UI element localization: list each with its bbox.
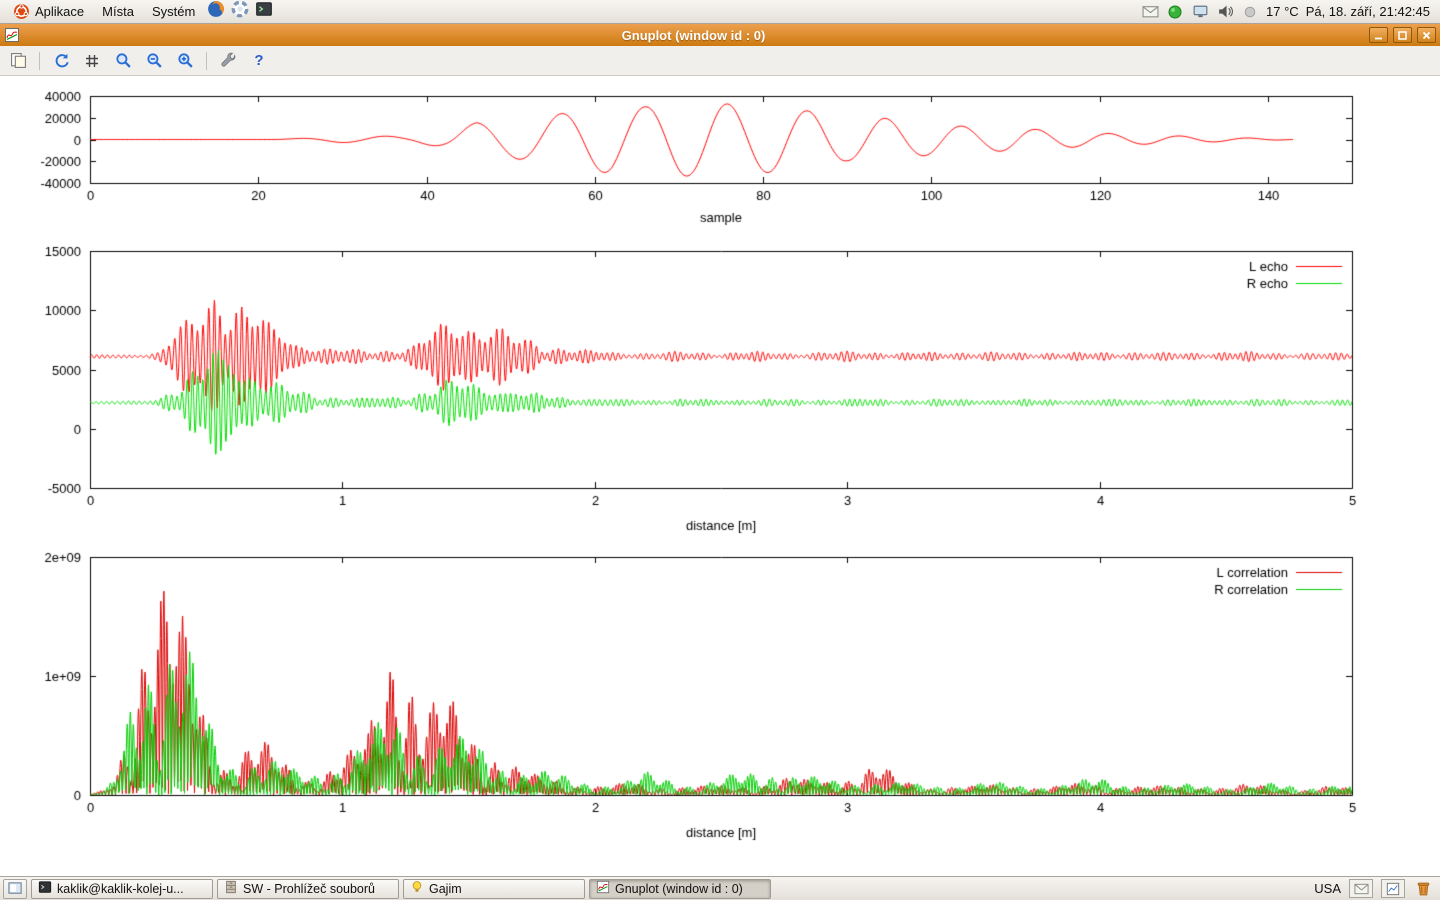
terminal-launcher[interactable] bbox=[253, 0, 275, 24]
volume-icon[interactable] bbox=[1216, 3, 1234, 21]
file-manager-icon bbox=[224, 880, 238, 897]
toolbar-separator bbox=[39, 51, 40, 70]
display-icon[interactable] bbox=[1191, 3, 1209, 21]
copy-to-clipboard-button[interactable] bbox=[6, 49, 30, 73]
places-menu-label: Místa bbox=[102, 4, 134, 19]
zoom-previous-button[interactable] bbox=[142, 49, 166, 73]
titlebar[interactable]: Gnuplot (window id : 0) bbox=[0, 24, 1440, 46]
status-icon[interactable] bbox=[1166, 3, 1184, 21]
terminal-icon bbox=[38, 880, 52, 897]
close-button[interactable] bbox=[1417, 27, 1436, 43]
mail-applet-icon bbox=[1353, 883, 1369, 894]
temperature-indicator[interactable]: 17 °C bbox=[1266, 4, 1299, 19]
weather-icon[interactable] bbox=[1241, 3, 1259, 21]
task-label: Gajim bbox=[429, 881, 462, 896]
firefox-launcher[interactable] bbox=[205, 0, 227, 24]
task-terminal[interactable]: kaklik@kaklik-kolej-u... bbox=[31, 878, 213, 899]
mail-applet[interactable] bbox=[1349, 879, 1373, 898]
task-label: kaklik@kaklik-kolej-u... bbox=[57, 881, 184, 896]
configure-button[interactable] bbox=[216, 49, 240, 73]
zoom-next-button[interactable] bbox=[173, 49, 197, 73]
gajim-icon bbox=[410, 880, 424, 897]
taskbar-right: USA bbox=[1314, 879, 1437, 899]
help-button-label: ? bbox=[254, 52, 264, 69]
system-menu[interactable]: Systém bbox=[144, 0, 203, 24]
places-menu[interactable]: Místa bbox=[94, 0, 142, 24]
help-button[interactable]: ? bbox=[247, 49, 271, 73]
trash-icon[interactable] bbox=[1413, 879, 1433, 899]
maximize-button[interactable] bbox=[1393, 27, 1412, 43]
help-launcher[interactable] bbox=[229, 0, 251, 24]
toggle-grid-button[interactable] bbox=[80, 49, 104, 73]
clock[interactable]: Pá, 18. září, 21:42:45 bbox=[1305, 4, 1430, 19]
gnuplot-icon bbox=[596, 880, 610, 897]
task-label: SW - Prohlížeč souborů bbox=[243, 881, 375, 896]
task-label: Gnuplot (window id : 0) bbox=[615, 881, 743, 896]
applications-menu-label: Aplikace bbox=[35, 4, 85, 19]
applications-menu[interactable]: Aplikace bbox=[4, 0, 92, 24]
system-menu-label: Systém bbox=[151, 4, 196, 19]
help-icon bbox=[231, 0, 249, 23]
firefox-icon bbox=[207, 0, 225, 23]
replot-button[interactable] bbox=[49, 49, 73, 73]
zoom-button[interactable] bbox=[111, 49, 135, 73]
minimize-button[interactable] bbox=[1369, 27, 1388, 43]
gnuplot-window-icon bbox=[4, 27, 20, 43]
terminal-launcher-icon bbox=[255, 0, 273, 23]
plots-canvas[interactable] bbox=[0, 76, 1440, 876]
gnuplot-window: Gnuplot (window id : 0) bbox=[0, 24, 1440, 876]
task-gnuplot[interactable]: Gnuplot (window id : 0) bbox=[589, 878, 771, 899]
plot-area bbox=[0, 76, 1440, 876]
show-desktop-button[interactable] bbox=[3, 878, 27, 899]
window-title: Gnuplot (window id : 0) bbox=[621, 27, 766, 43]
chart-applet[interactable] bbox=[1381, 879, 1405, 898]
task-gajim[interactable]: Gajim bbox=[403, 878, 585, 899]
top-panel: Aplikace Místa Systém bbox=[0, 0, 1440, 24]
chart-applet-icon bbox=[1386, 882, 1400, 895]
toolbar-separator bbox=[206, 51, 207, 70]
mail-icon[interactable] bbox=[1141, 3, 1159, 21]
taskbar: kaklik@kaklik-kolej-u... SW - Prohlížeč … bbox=[0, 876, 1440, 900]
toolbar: ? bbox=[0, 46, 1440, 76]
task-file-manager[interactable]: SW - Prohlížeč souborů bbox=[217, 878, 399, 899]
keyboard-layout-indicator[interactable]: USA bbox=[1314, 881, 1341, 896]
ubuntu-logo-icon bbox=[12, 3, 30, 21]
system-tray: 17 °C Pá, 18. září, 21:42:45 bbox=[1141, 3, 1436, 21]
